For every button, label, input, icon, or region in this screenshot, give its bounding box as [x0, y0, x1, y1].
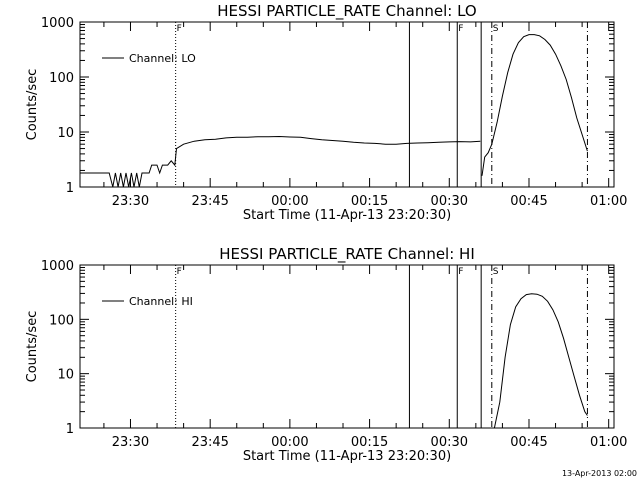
- x-tick-label: 01:00: [590, 435, 627, 450]
- plot-frame: [79, 264, 615, 429]
- chart-panel-1: 1 10 100 1000 23:30 23:45 00:00 00:15 00:30 00:45…: [25, 2, 627, 223]
- y-tick-label: 1: [66, 422, 74, 437]
- marker-label: F: [458, 24, 463, 34]
- x-tick-label: 23:30: [112, 194, 149, 209]
- x-axis-label: Start Time (11-Apr-13 23:20:30): [243, 449, 451, 464]
- y-tick-label: 10: [57, 368, 74, 383]
- marker-label: F: [458, 267, 463, 277]
- x-tick-label: 01:00: [590, 194, 627, 209]
- plot-frame: [79, 21, 615, 188]
- series-line: [481, 34, 588, 176]
- x-tick-label: 00:00: [271, 435, 308, 450]
- marker-label: S: [493, 24, 499, 34]
- marker-label: S: [493, 267, 499, 277]
- marker-label: F: [177, 24, 182, 34]
- chart-title: HESSI PARTICLE_RATE Channel: LO: [217, 2, 476, 21]
- x-tick-label: 00:15: [351, 194, 388, 209]
- legend-label: Channel: HI: [129, 295, 193, 308]
- y-tick-label: 1000: [41, 16, 74, 31]
- y-tick-label: 1: [66, 181, 74, 196]
- x-tick-label: 00:30: [431, 194, 468, 209]
- x-tick-label: 00:45: [510, 194, 547, 209]
- x-tick-label: 00:15: [351, 435, 388, 450]
- y-axis-label: Counts/sec: [25, 69, 40, 141]
- y-axis-label: Counts/sec: [25, 311, 40, 383]
- chart-title: HESSI PARTICLE_RATE Channel: HI: [219, 245, 475, 264]
- plot-timestamp: 13-Apr-2013 02:00: [562, 469, 637, 478]
- series-line: [80, 135, 481, 188]
- x-tick-label: 00:30: [431, 435, 468, 450]
- y-tick-label: 1000: [41, 259, 74, 274]
- legend-label: Channel: LO: [129, 52, 196, 65]
- y-tick-label: 100: [49, 313, 74, 328]
- series-line: [493, 293, 588, 429]
- x-tick-label: 00:00: [271, 194, 308, 209]
- chart-panel-2: 1 10 100 1000 23:30 23:45 00:00 00:15 00:30 00:45…: [25, 245, 627, 464]
- x-tick-label: 23:45: [191, 194, 228, 209]
- x-tick-label: 00:45: [510, 435, 547, 450]
- y-tick-label: 10: [57, 126, 74, 141]
- x-axis-label: Start Time (11-Apr-13 23:20:30): [243, 208, 451, 223]
- y-tick-label: 100: [49, 71, 74, 86]
- x-tick-label: 23:45: [191, 435, 228, 450]
- x-tick-label: 23:30: [112, 435, 149, 450]
- marker-label: F: [177, 267, 182, 277]
